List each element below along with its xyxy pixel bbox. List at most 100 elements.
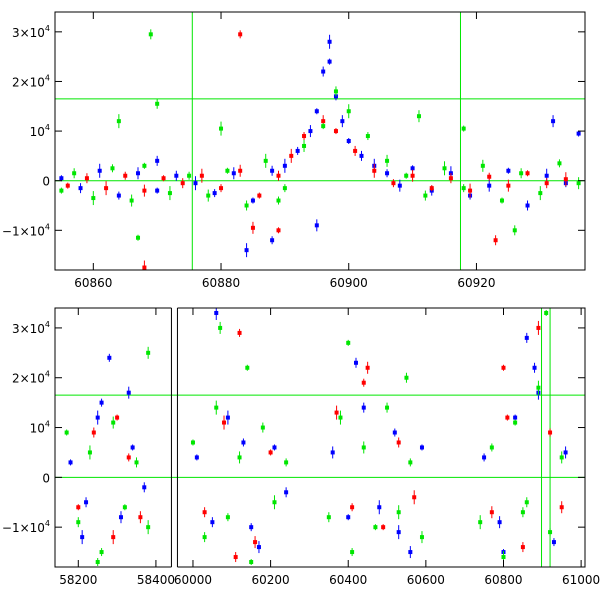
data-point [155, 188, 160, 193]
x-tick-label: 60860 [74, 276, 112, 290]
data-point [256, 545, 261, 550]
data-point [284, 460, 289, 465]
data-point [338, 415, 343, 420]
data-point [80, 535, 85, 540]
data-point [212, 191, 217, 196]
data-point [142, 163, 147, 168]
data-point [276, 198, 281, 203]
data-point [219, 186, 224, 191]
x-tick-label: 58200 [59, 573, 97, 587]
data-point [497, 520, 502, 525]
data-point [576, 131, 581, 136]
data-point [276, 173, 281, 178]
y-tick-exponent: 4 [45, 320, 50, 329]
data-point [272, 500, 277, 505]
data-point [536, 385, 541, 390]
data-point [544, 310, 549, 315]
y-tick-mantissa: 0 [42, 175, 50, 189]
data-point [404, 173, 409, 178]
data-point [129, 198, 134, 203]
data-point [272, 445, 277, 450]
data-point [396, 530, 401, 535]
data-point [576, 181, 581, 186]
data-point [302, 134, 307, 139]
plot-area [55, 308, 585, 567]
y-tick-label: 2×104 [12, 73, 50, 89]
axis-frame-left [54, 307, 172, 568]
data-point [346, 139, 351, 143]
data-point [513, 420, 518, 425]
data-point [544, 173, 549, 178]
data-point [78, 186, 83, 191]
data-point [99, 550, 104, 555]
data-point [365, 365, 370, 370]
data-point [180, 181, 185, 186]
data-point [64, 430, 69, 435]
data-point [65, 183, 70, 188]
y-tick-exponent: 4 [45, 24, 50, 33]
data-point [392, 430, 397, 435]
data-series [59, 34, 581, 258]
data-point [377, 505, 382, 510]
x-tick-label: 60200 [252, 573, 290, 587]
data-point [97, 168, 102, 173]
data-point [327, 39, 332, 44]
data-point [249, 560, 254, 565]
data-point [155, 101, 160, 106]
data-series [59, 29, 581, 241]
data-point [480, 163, 485, 168]
data-point [512, 228, 517, 233]
data-point [111, 535, 116, 540]
data-point [146, 525, 151, 530]
data-point [237, 330, 242, 335]
data-point [136, 235, 141, 240]
data-point [536, 325, 541, 330]
data-point [404, 375, 409, 380]
y-tick-label: 3×104 [12, 320, 50, 336]
data-point [116, 193, 121, 198]
data-point [551, 540, 556, 545]
data-point [233, 555, 238, 560]
data-point [68, 460, 73, 465]
data-point [385, 171, 390, 176]
data-point [126, 455, 131, 460]
data-point [123, 173, 128, 178]
y-tick-label: −1×104 [2, 222, 50, 238]
data-point [289, 153, 294, 158]
y-tick-label: 104 [30, 123, 50, 139]
data-point [194, 455, 199, 460]
data-point [250, 225, 255, 230]
y-tick-label: 104 [30, 420, 50, 436]
data-point [419, 445, 424, 450]
data-point [116, 119, 121, 124]
y-tick-mantissa: 3×10 [12, 26, 45, 40]
data-point [295, 148, 300, 153]
data-point [206, 193, 211, 198]
data-point [397, 183, 402, 188]
data-point [506, 183, 511, 188]
data-point [461, 186, 466, 191]
data-point [448, 176, 453, 181]
data-series [76, 320, 564, 563]
x-tick-label: 60000 [174, 573, 212, 587]
data-point [410, 173, 415, 178]
data-point [276, 228, 281, 233]
data-point [548, 430, 553, 435]
data-point [350, 505, 355, 510]
data-point [361, 445, 366, 450]
data-point [563, 450, 568, 455]
data-point [532, 365, 537, 370]
data-point [72, 171, 77, 176]
data-point [138, 515, 143, 520]
data-point [468, 188, 473, 193]
data-point [155, 158, 160, 163]
data-point [148, 32, 153, 37]
data-point [202, 535, 207, 540]
data-point [142, 485, 147, 490]
y-tick-exponent: 4 [45, 370, 50, 379]
data-point [423, 193, 428, 198]
data-point [222, 420, 227, 425]
